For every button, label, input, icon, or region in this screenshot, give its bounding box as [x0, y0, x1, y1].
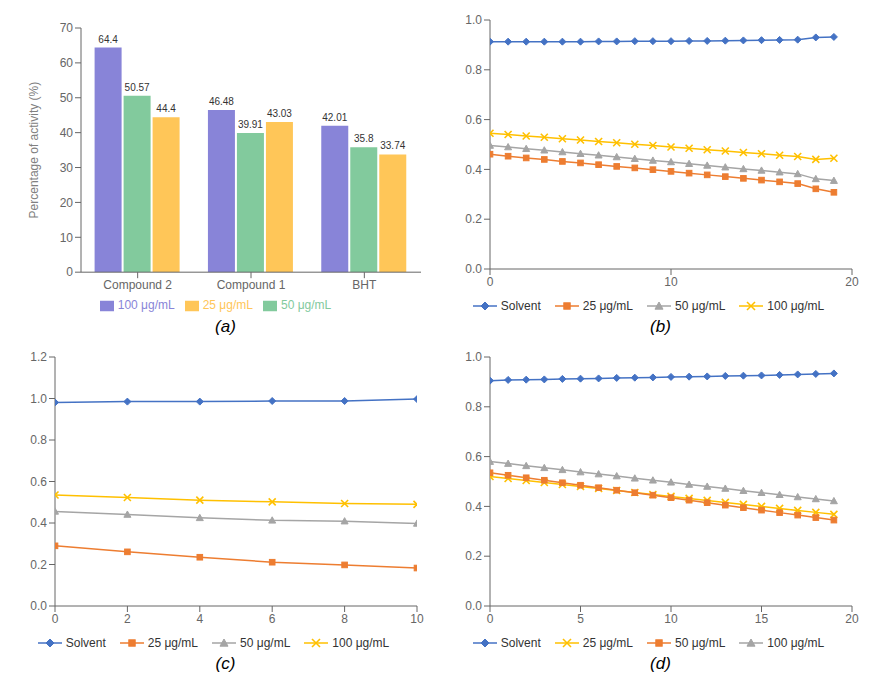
svg-text:39.91: 39.91 — [237, 119, 262, 130]
html-text:25 μg/mL: 25 μg/mL — [202, 298, 253, 313]
html-text:25 μg/mL: 25 μg/mL — [582, 636, 633, 650]
svg-text:10: 10 — [59, 231, 73, 245]
svg-text:33.74: 33.74 — [380, 140, 405, 151]
svg-text:5: 5 — [577, 612, 584, 626]
svg-text:35.8: 35.8 — [354, 133, 374, 144]
html-text:Solvent: Solvent — [65, 636, 106, 650]
svg-text:4: 4 — [196, 612, 203, 626]
svg-text:0.6: 0.6 — [30, 475, 47, 489]
svg-text:60: 60 — [59, 56, 73, 70]
svg-text:20: 20 — [845, 612, 859, 626]
svg-text:1.0: 1.0 — [465, 350, 482, 364]
html-text:25 μg/mL: 25 μg/mL — [582, 299, 633, 313]
svg-text:10: 10 — [664, 612, 678, 626]
svg-text:42.01: 42.01 — [322, 112, 347, 123]
svg-text:BHT: BHT — [352, 278, 377, 292]
svg-text:0.0: 0.0 — [465, 599, 482, 613]
svg-text:30: 30 — [59, 161, 73, 175]
svg-text:0: 0 — [486, 275, 493, 289]
svg-text:1.0: 1.0 — [30, 392, 47, 406]
html-text:25 μg/mL: 25 μg/mL — [147, 636, 198, 650]
svg-text:6: 6 — [268, 612, 275, 626]
svg-text:0.2: 0.2 — [30, 558, 47, 572]
html-text:(a): (a) — [215, 317, 236, 336]
svg-text:50.57: 50.57 — [124, 82, 149, 93]
svg-text:0: 0 — [51, 612, 58, 626]
svg-text:0.4: 0.4 — [465, 163, 482, 177]
html-text:100 μg/mL: 100 μg/mL — [767, 636, 825, 650]
svg-text:15: 15 — [754, 612, 768, 626]
html-text:100 μg/mL: 100 μg/mL — [332, 636, 390, 650]
svg-text:1.2: 1.2 — [30, 350, 47, 364]
svg-text:Compound 2: Compound 2 — [103, 278, 172, 292]
html-text:50 μg/mL: 50 μg/mL — [240, 636, 291, 650]
html-text:(c): (c) — [215, 654, 236, 673]
svg-text:0.2: 0.2 — [465, 212, 482, 226]
svg-text:64.4: 64.4 — [98, 34, 118, 45]
svg-text:46.48: 46.48 — [208, 96, 233, 107]
svg-text:70: 70 — [59, 21, 73, 35]
svg-text:0: 0 — [66, 265, 73, 279]
svg-text:0.4: 0.4 — [30, 516, 47, 530]
svg-text:0.0: 0.0 — [465, 262, 482, 276]
html-text:100 μg/mL: 100 μg/mL — [767, 299, 825, 313]
svg-text:Percentage of activity (%): Percentage of activity (%) — [27, 82, 41, 219]
svg-text:10: 10 — [664, 275, 678, 289]
svg-text:44.4: 44.4 — [156, 103, 176, 114]
svg-text:0.8: 0.8 — [465, 400, 482, 414]
svg-text:0.8: 0.8 — [465, 63, 482, 77]
svg-text:Compound 1: Compound 1 — [216, 278, 285, 292]
svg-text:0.6: 0.6 — [465, 450, 482, 464]
html-text:50 μg/mL: 50 μg/mL — [675, 299, 726, 313]
html-text:Solvent: Solvent — [500, 636, 541, 650]
svg-text:10: 10 — [410, 612, 424, 626]
svg-text:20: 20 — [845, 275, 859, 289]
html-text:(b): (b) — [650, 317, 671, 336]
svg-text:0.2: 0.2 — [465, 549, 482, 563]
html-text:(d): (d) — [650, 654, 671, 673]
svg-text:0.0: 0.0 — [30, 599, 47, 613]
svg-text:0.8: 0.8 — [30, 433, 47, 447]
svg-text:20: 20 — [59, 196, 73, 210]
svg-text:40: 40 — [59, 126, 73, 140]
svg-text:2: 2 — [124, 612, 131, 626]
svg-text:1.0: 1.0 — [465, 13, 482, 27]
svg-text:0.6: 0.6 — [465, 113, 482, 127]
html-text:50 μg/mL: 50 μg/mL — [675, 636, 726, 650]
svg-text:43.03: 43.03 — [266, 108, 291, 119]
svg-text:0.4: 0.4 — [465, 500, 482, 514]
html-text:100 μg/mL: 100 μg/mL — [117, 298, 175, 313]
html-text:Solvent: Solvent — [500, 299, 541, 313]
svg-text:8: 8 — [341, 612, 348, 626]
svg-text:0: 0 — [486, 612, 493, 626]
svg-text:50: 50 — [59, 91, 73, 105]
html-text:50 μg/mL: 50 μg/mL — [281, 298, 332, 313]
